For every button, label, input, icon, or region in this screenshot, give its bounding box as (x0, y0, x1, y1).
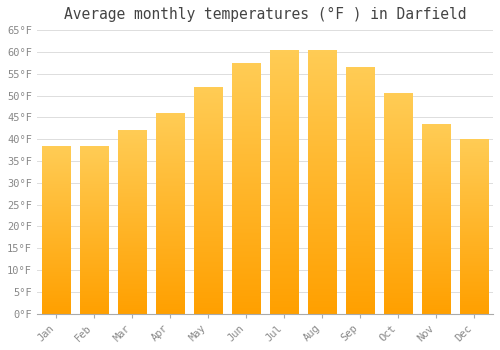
Title: Average monthly temperatures (°F ) in Darfield: Average monthly temperatures (°F ) in Da… (64, 7, 466, 22)
